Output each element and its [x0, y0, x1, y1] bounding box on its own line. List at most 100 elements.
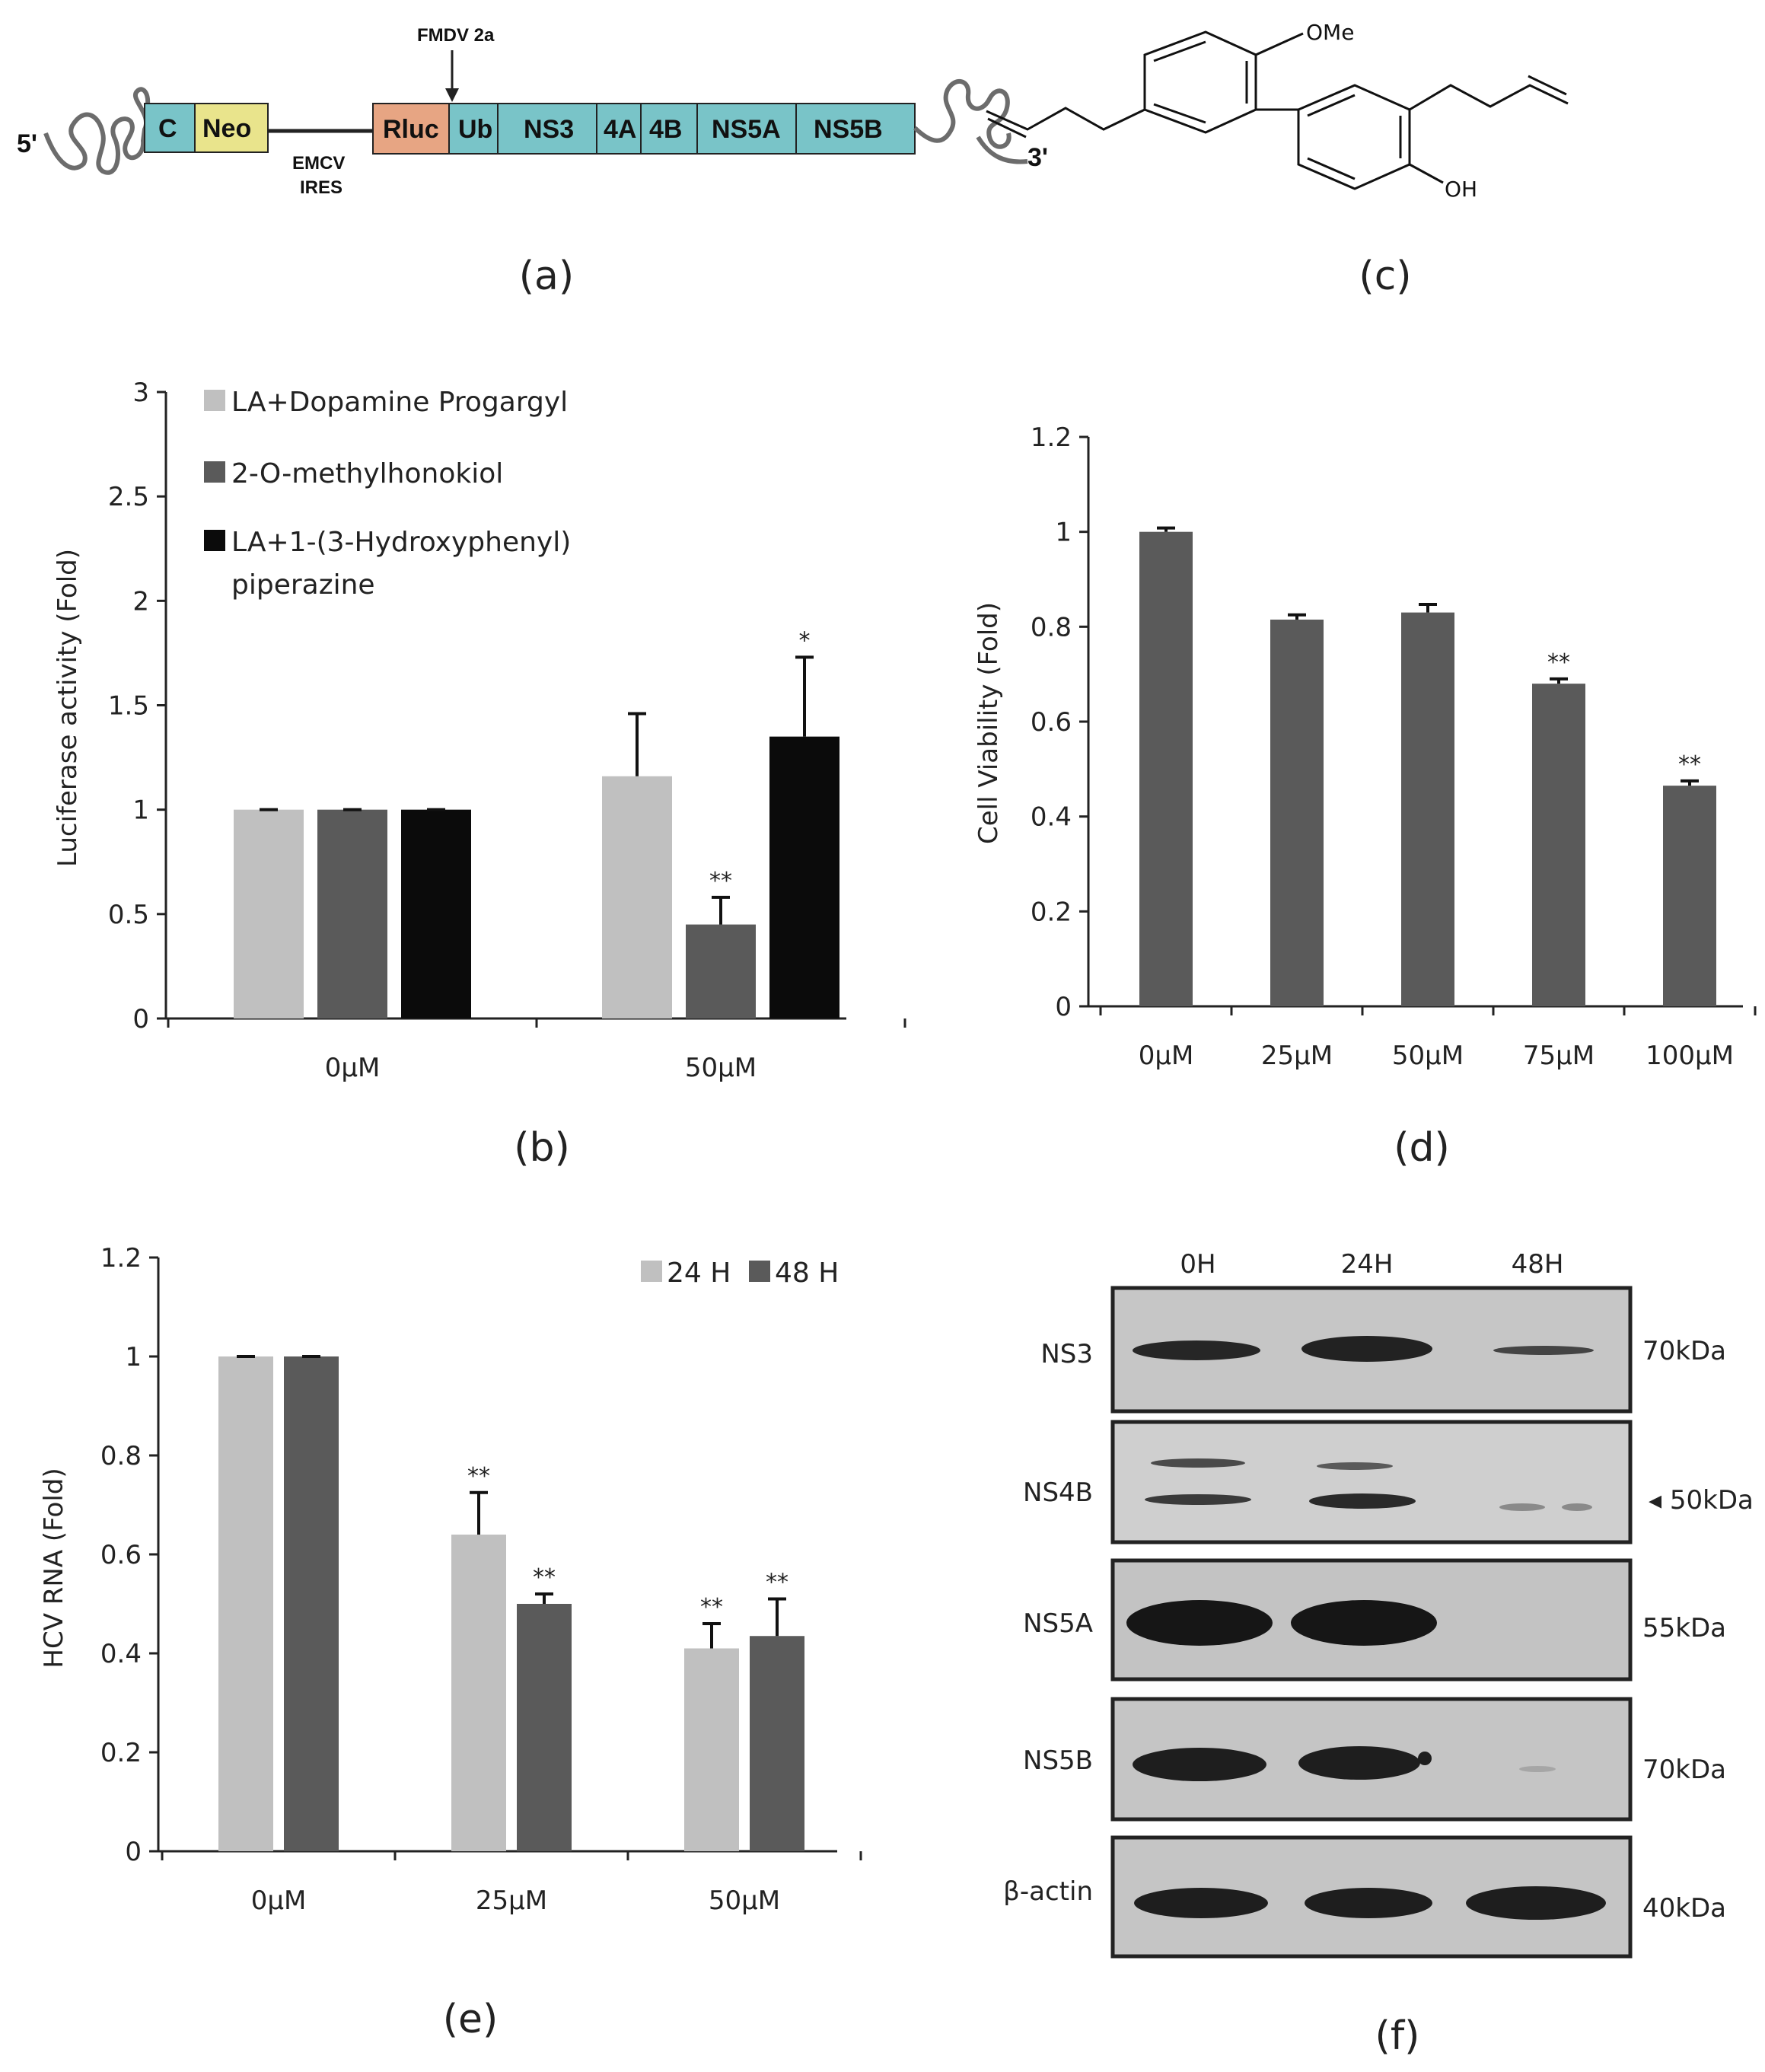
segment-Rluc-label: Rluc: [383, 115, 439, 144]
panel-e-label: (e): [443, 1997, 499, 2042]
chart-b-bar: [234, 809, 304, 1018]
lane-label-0h: 0H: [1180, 1249, 1215, 1280]
chart-b-significance-mark: *: [799, 627, 811, 654]
ires-label-line2: IRES: [300, 177, 342, 198]
band-actin-24h: [1305, 1888, 1432, 1918]
chart-b-bar: [401, 809, 471, 1018]
chart-b-ytick-label: 3: [132, 378, 149, 408]
chart-e-ytick-label: 1.2: [100, 1243, 142, 1273]
chart-d-category-label: 75µM: [1523, 1041, 1595, 1071]
segment-Rluc: [372, 103, 450, 155]
chart-d-bar: [1270, 619, 1324, 1006]
chart-b-category-label: 0µM: [325, 1053, 381, 1083]
chart-e-bar: [451, 1535, 506, 1851]
chart-b-legend-swatch: [204, 530, 225, 551]
chart-e-legend-label: 48 H: [775, 1258, 839, 1289]
segment-NS5A-label: NS5A: [712, 115, 781, 144]
band-ns4b-0h-upper: [1151, 1458, 1245, 1468]
hydroxyl-label: OH: [1445, 177, 1477, 202]
segment-NS5B: [795, 103, 916, 155]
panel-d-label: (d): [1394, 1125, 1450, 1171]
chart-b-significance-mark: **: [709, 868, 732, 894]
band-ns4b-48h-b: [1562, 1503, 1592, 1511]
chart-e-significance-mark: **: [467, 1463, 490, 1490]
chart-d-category-label: 50µM: [1392, 1041, 1464, 1071]
panel-d-cell-viability-chart: 0 0.2 0.4 0.6 0.8 1 1.2 0µM 25µM 50µM 75µM ** 100µM *…: [973, 422, 1757, 1171]
chart-b-ytick-label: 1.5: [108, 691, 149, 722]
methoxy-label: OMe: [1306, 20, 1354, 45]
panel-a-label: (a): [519, 253, 574, 299]
methoxy-bond: [1255, 32, 1304, 56]
chart-e-ytick-label: 0.6: [100, 1540, 142, 1570]
chart-b-legend-label: LA+1-(3-Hydroxyphenyl): [231, 527, 571, 558]
chart-e-bar: [284, 1356, 339, 1851]
three-prime-label: 3': [1027, 143, 1048, 172]
fmdv-2a-label: FMDV 2a: [417, 25, 495, 46]
segment-Neo: [194, 103, 269, 153]
chart-d-plot: 0 0.2 0.4 0.6 0.8 1 1.2 0µM 25µM 50µM 75µM ** 100µM *…: [1031, 422, 1757, 1071]
chart-b-ytick-label: 2: [132, 586, 149, 617]
blot-ns3-size: 70kDa: [1642, 1336, 1726, 1366]
blot-beta-actin-size: 40kDa: [1642, 1893, 1726, 1924]
chart-d-category-label: 25µM: [1261, 1041, 1333, 1071]
ring-b: [1297, 84, 1411, 190]
three-prime-utr-squiggle: [913, 79, 1028, 164]
band-ns5b-24h-dot: [1418, 1752, 1432, 1765]
band-ns5b-0h: [1133, 1748, 1266, 1781]
panel-f-western-blot: 0H 24H 48H NS3 70kDa NS4B ◂ 50kDa NS5A 5…: [1003, 1249, 1754, 2059]
band-ns3-24h: [1301, 1336, 1432, 1362]
panel-a-construct-diagram: 5' C Neo EMCV IRES Rluc Ub NS3 4A 4B NS5…: [17, 25, 1048, 299]
band-ns4b-0h-lower: [1145, 1494, 1251, 1505]
panel-e-hcv-rna-chart: 0 0.2 0.4 0.6 0.8 1 1.2 0µM 25µM ** ** 50µM ** ** 24 H…: [39, 1243, 862, 2042]
blot-ns3-protein: NS3: [1040, 1339, 1093, 1369]
chart-d-ytick-label: 0.4: [1031, 802, 1072, 833]
blot-ns5b-size: 70kDa: [1642, 1755, 1726, 1785]
chart-d-ytick-label: 0.8: [1031, 612, 1072, 642]
ring-b-inner-bonds: [1307, 94, 1402, 180]
hydroxyl-bond: [1409, 163, 1444, 184]
blot-ns4b: [1110, 1420, 1633, 1544]
chart-e-ytick-label: 0.2: [100, 1738, 142, 1768]
panel-c-chemical-structure: [986, 30, 1569, 190]
band-ns5a-0h: [1126, 1600, 1273, 1646]
chart-d-significance-mark: **: [1678, 751, 1701, 778]
lane-label-24h: 24H: [1341, 1249, 1394, 1280]
chart-b-ytick-label: 2.5: [108, 482, 149, 512]
chart-e-significance-mark: **: [766, 1570, 789, 1596]
ring-a: [1143, 30, 1257, 134]
chart-d-ytick-label: 0.2: [1031, 897, 1072, 927]
chart-d-bar: [1532, 684, 1585, 1006]
band-ns5a-24h: [1291, 1600, 1437, 1646]
panel-b-label: (b): [514, 1125, 570, 1171]
chart-e-ytick-label: 0.8: [100, 1441, 142, 1471]
ires-label-line1: EMCV: [292, 153, 345, 174]
chart-b-legend-label: LA+Dopamine Progargyl: [231, 387, 568, 418]
chart-b-legend-swatch: [204, 390, 225, 411]
band-actin-48h: [1466, 1886, 1606, 1920]
band-ns5b-24h: [1298, 1746, 1420, 1780]
panel-f-label: (f): [1375, 2013, 1420, 2059]
chart-d-bar: [1401, 612, 1454, 1006]
band-ns4b-24h-upper: [1317, 1462, 1393, 1470]
band-ns4b-24h-lower: [1309, 1493, 1416, 1509]
chart-b-category-label: 50µM: [685, 1053, 757, 1083]
chart-e-legend-swatch: [641, 1261, 662, 1282]
chart-d-ytick-label: 0: [1055, 992, 1072, 1022]
allyl-chain-a: [986, 107, 1145, 139]
chart-b-bar: [602, 776, 672, 1018]
chart-e-ytick-label: 0.4: [100, 1639, 142, 1669]
chart-d-ytick-label: 1.2: [1031, 422, 1072, 453]
chart-d-category-label: 0µM: [1139, 1041, 1194, 1071]
segment-NS5B-label: NS5B: [814, 115, 883, 144]
panel-c-label: (c): [1359, 253, 1411, 299]
blot-ns4b-size: ◂ 50kDa: [1649, 1485, 1754, 1516]
band-ns3-0h: [1133, 1340, 1260, 1360]
segment-Neo-label: Neo: [202, 114, 251, 143]
chart-e-bar: [218, 1356, 273, 1851]
five-prime-label: 5': [17, 129, 37, 158]
band-ns4b-48h: [1499, 1503, 1545, 1511]
chart-e-ytick-label: 1: [125, 1342, 142, 1372]
